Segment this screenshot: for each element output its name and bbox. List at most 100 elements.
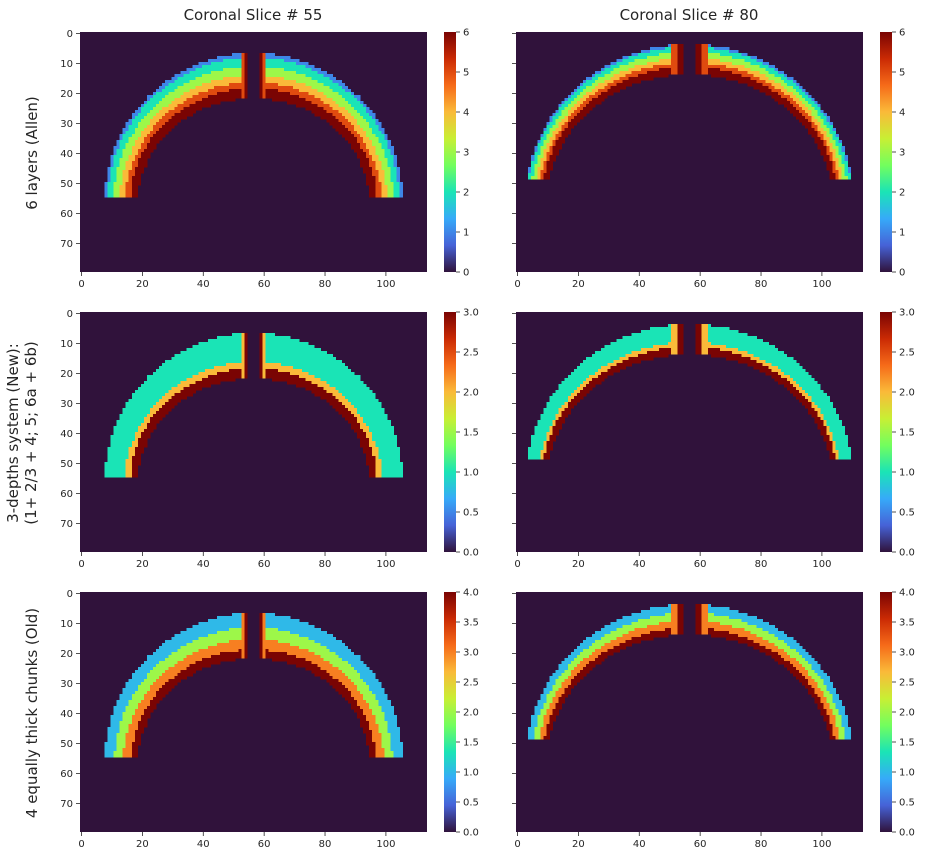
heatmap-cell-run (832, 158, 839, 162)
colorbar-tick-label: 2.5 (463, 678, 479, 689)
heatmap-cell-run (375, 164, 382, 168)
heatmap-cell-run (564, 122, 569, 126)
heatmap-cell-run (829, 122, 833, 126)
heatmap-cell-run (796, 116, 806, 120)
heatmap-cell-run (543, 167, 547, 171)
heatmap-cell-run (823, 158, 830, 162)
heatmap-cell-run (241, 649, 245, 653)
heatmap-cell-run (378, 179, 385, 183)
heatmap-cell-run (332, 98, 346, 102)
heatmap-cell-run (598, 375, 608, 379)
heatmap-cell-run (116, 140, 120, 144)
heatmap-cell-run (104, 191, 108, 195)
heatmap-cell-run (150, 703, 157, 707)
heatmap-cell-run (396, 170, 400, 174)
heatmap-cell-run (768, 640, 785, 644)
heatmap-cell-run (817, 128, 824, 132)
heatmap-cell-run (592, 89, 599, 93)
heatmap-cell-run (137, 149, 145, 153)
y-tick-label: 30 (60, 679, 73, 690)
heatmap-cell-run (534, 730, 541, 734)
heatmap-cell-run (832, 137, 839, 141)
heatmap-cell-run (390, 152, 394, 156)
heatmap-cell-run (570, 95, 578, 99)
heatmap-cell-run (381, 185, 388, 189)
heatmap-cell-run (244, 366, 248, 370)
heatmap-cell-run (241, 65, 245, 69)
x-tick-label: 80 (755, 279, 768, 290)
heatmap-cell-run (707, 324, 712, 328)
x-tick-label: 60 (694, 279, 707, 290)
heatmap-cell-run (262, 333, 266, 337)
heatmap-cell-run (817, 134, 824, 138)
heatmap-cell-run (820, 697, 827, 701)
heatmap-cell-run (558, 697, 565, 701)
heatmap-cell-run (774, 80, 785, 84)
colorbar-tick-label: 3.0 (899, 308, 915, 319)
heatmap-cell-run (543, 456, 550, 460)
heatmap-cell-run (356, 110, 367, 114)
heatmap-cell-run (610, 622, 632, 626)
heatmap-cell-run (558, 116, 565, 120)
heatmap-cell-run (805, 104, 812, 108)
heatmap-cell-run (125, 706, 139, 710)
heatmap-cell-run (540, 712, 547, 716)
heatmap-cell-run (363, 170, 373, 174)
heatmap-cell-run (799, 92, 806, 96)
heatmap-cell-run (372, 453, 379, 457)
heatmap-cell-run (707, 71, 733, 75)
heatmap-cell-run (707, 333, 748, 337)
heatmap-cell-run (701, 324, 709, 328)
heatmap-cell-run (826, 143, 833, 147)
heatmap-cell-run (549, 149, 553, 153)
heatmap-cell-run (259, 643, 263, 647)
heatmap-cell-run (543, 441, 547, 445)
x-tick-label: 20 (572, 279, 585, 290)
heatmap-cell-run (616, 619, 639, 623)
heatmap-cell-run (595, 372, 602, 376)
heatmap-cell-run (393, 164, 397, 168)
heatmap-cell-run (695, 339, 702, 343)
heatmap-cell-run (832, 134, 836, 138)
heatmap-cell-run (338, 399, 349, 403)
heatmap-cell-run (360, 414, 388, 418)
heatmap-cell-run (134, 167, 145, 171)
heatmap-cell-run (363, 447, 373, 451)
heatmap-cell-run (802, 655, 812, 659)
heatmap-cell-run (558, 125, 562, 129)
heatmap-cell-run (808, 95, 812, 99)
heatmap-cell-run (116, 423, 142, 427)
heatmap-cell-run (156, 113, 166, 117)
heatmap-cell-run (762, 637, 779, 641)
heatmap-cell-run (835, 718, 842, 722)
heatmap-cell-run (378, 137, 385, 141)
heatmap-cell-run (768, 366, 779, 370)
heatmap-cell-run (835, 149, 839, 153)
heatmap-cell-run (259, 655, 263, 659)
heatmap-cell-run (759, 71, 769, 75)
heatmap-cell-run (838, 736, 846, 740)
heatmap-cell-run (131, 718, 142, 722)
heatmap-cell-run (671, 56, 678, 60)
heatmap-cell-run (137, 107, 142, 111)
heatmap-cell-run (156, 122, 166, 126)
heatmap-cell-run (814, 140, 824, 144)
heatmap-cell-run (546, 438, 550, 442)
heatmap-cell-run (122, 748, 133, 752)
heatmap-cell-run (726, 357, 751, 361)
heatmap-cell-run (107, 447, 129, 451)
heatmap-cell-run (835, 176, 839, 180)
heatmap-cell-run (820, 429, 827, 433)
heatmap-cell-run (259, 95, 263, 99)
heatmap-cell-run (119, 414, 148, 418)
heatmap-cell-run (826, 697, 833, 701)
x-tick-label: 40 (633, 839, 646, 850)
heatmap-cell-run (372, 167, 376, 171)
heatmap-cell-run (616, 59, 623, 63)
heatmap-cell-run (323, 387, 336, 391)
heatmap-cell-run (131, 161, 139, 165)
heatmap-cell-run (360, 676, 376, 680)
y-tick-label: 60 (60, 209, 73, 220)
heatmap-cell-run (607, 649, 620, 653)
heatmap-cell-run (180, 351, 242, 355)
